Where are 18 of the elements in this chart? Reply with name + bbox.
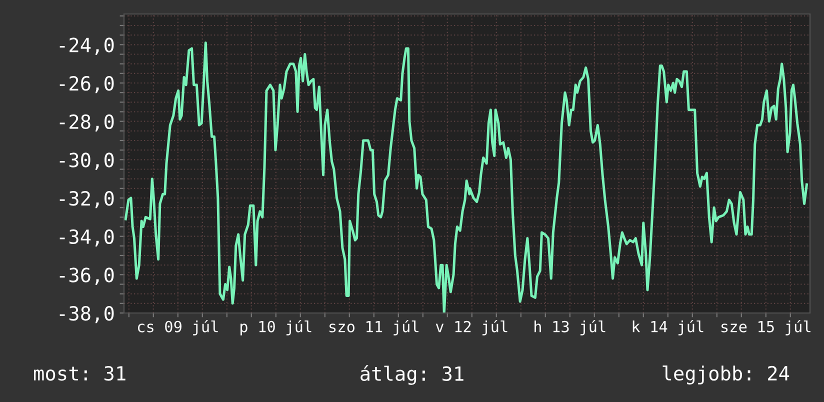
text: most: 31 <box>34 366 126 381</box>
x-tick-label: cs 09 júl <box>138 320 218 336</box>
text: átlag: 31 <box>360 365 464 385</box>
y-tick-label: -24,0 <box>60 38 114 55</box>
x-tick-label: sze 15 júl <box>722 320 810 336</box>
x-tick-label: k 14 júl <box>632 320 704 336</box>
y-tick-label: -28,0 <box>60 114 114 132</box>
y-tick-label: -38,0 <box>60 306 114 324</box>
y-tick-label: -32,0 <box>60 191 114 208</box>
y-tick-label: -36,0 <box>60 268 114 285</box>
x-tick-label: h 13 júl <box>534 320 606 336</box>
x-tick-label: p 10 júl <box>240 320 312 336</box>
x-tick-label: v 12 júl <box>436 320 508 336</box>
text: legjobb: 24 <box>662 365 790 385</box>
x-tick-label: szo 11 júl <box>330 320 418 336</box>
y-tick-label: -30,0 <box>60 152 114 170</box>
y-tick-label: -26,0 <box>60 76 114 94</box>
y-tick-label: -34,0 <box>60 229 114 246</box>
